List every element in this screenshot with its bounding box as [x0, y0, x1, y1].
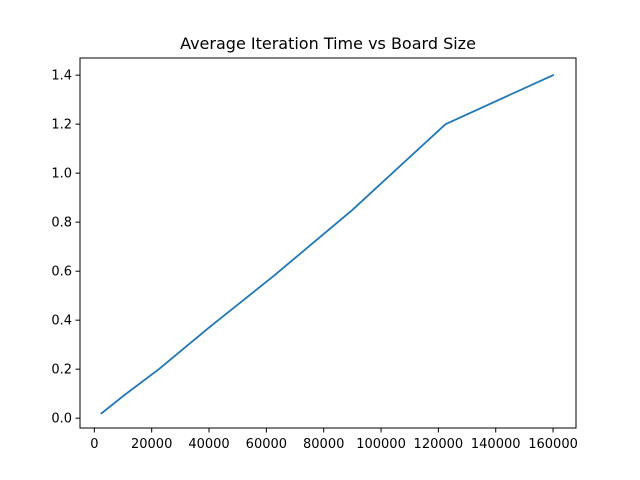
y-tick-label: 1.4 — [51, 69, 72, 84]
plot-frame — [79, 57, 577, 429]
y-tick-label: 1.0 — [51, 167, 72, 182]
x-tick-label: 80000 — [303, 437, 344, 452]
y-tick-label: 1.2 — [51, 118, 72, 133]
x-tick-label: 60000 — [246, 437, 287, 452]
plot-area: 0 20000 40000 60000 80000 100000 120000 140000 1… — [51, 57, 578, 452]
y-tick-label: 0.6 — [51, 265, 72, 280]
y-tick-label: 0.4 — [51, 314, 72, 329]
y-tick-label: 0.0 — [51, 412, 72, 427]
x-tick-label: 40000 — [188, 437, 229, 452]
x-tick-label: 140000 — [471, 437, 521, 452]
x-tick-label: 160000 — [528, 437, 578, 452]
y-tick-label: 0.2 — [51, 363, 72, 378]
x-tick-label: 120000 — [414, 437, 464, 452]
x-tick-label: 100000 — [356, 437, 406, 452]
x-tick-label: 20000 — [131, 437, 172, 452]
y-tick-label: 0.8 — [51, 216, 72, 231]
series-line-0 — [100, 73, 555, 415]
chart-title: Average Iteration Time vs Board Size — [180, 34, 476, 53]
x-tick-label: 0 — [90, 437, 98, 452]
